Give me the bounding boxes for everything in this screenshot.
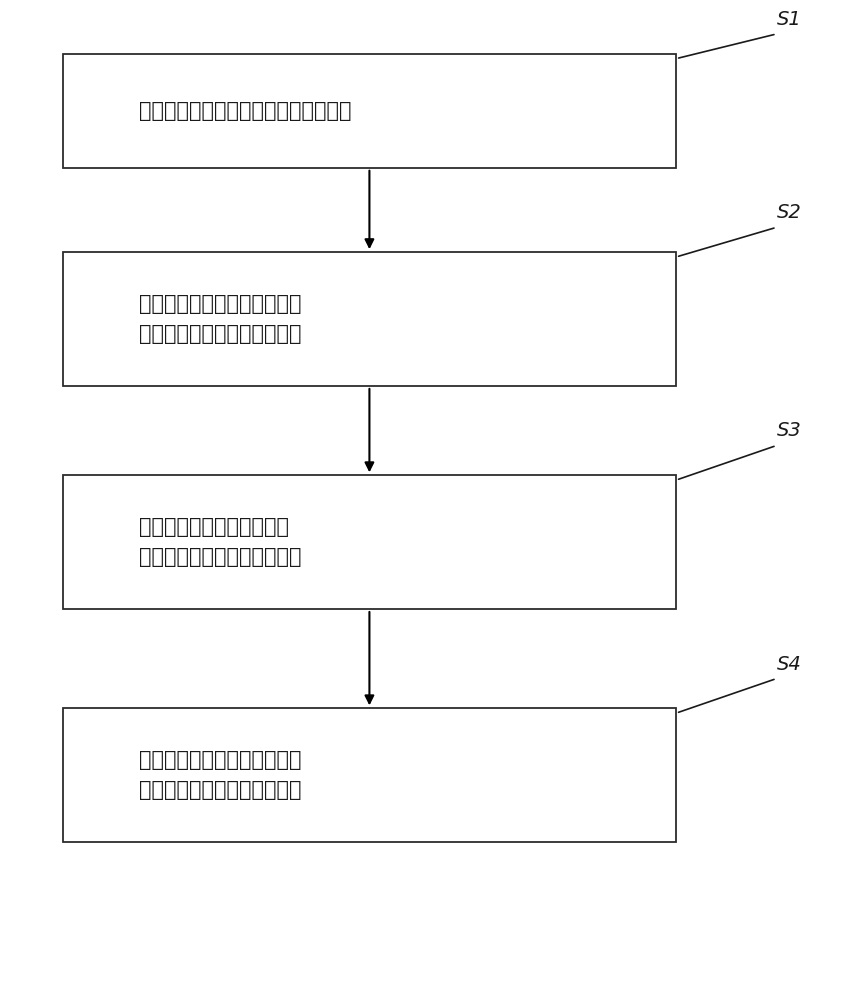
Text: 分别检测三相四线电能表的三相的电压: 分别检测三相四线电能表的三相的电压 bbox=[138, 101, 351, 121]
Text: S2: S2 bbox=[777, 203, 801, 222]
Bar bbox=[63, 708, 676, 842]
Text: S1: S1 bbox=[777, 10, 801, 29]
Bar bbox=[63, 475, 676, 609]
Text: S4: S4 bbox=[777, 655, 801, 674]
Text: 在检测到至少两相存在电压的
情况下检测零线是否存在电流: 在检测到至少两相存在电压的 情况下检测零线是否存在电流 bbox=[138, 294, 301, 344]
Text: S3: S3 bbox=[777, 421, 801, 440]
Bar bbox=[63, 252, 676, 386]
Text: 在零线有电流流过的情况下
计算三相的电压的电压波动率: 在零线有电流流过的情况下 计算三相的电压的电压波动率 bbox=[138, 517, 301, 567]
Text: 根据计算得到的电压波动率判
定三相四线电能表是否缺零线: 根据计算得到的电压波动率判 定三相四线电能表是否缺零线 bbox=[138, 750, 301, 800]
Bar bbox=[63, 54, 676, 168]
